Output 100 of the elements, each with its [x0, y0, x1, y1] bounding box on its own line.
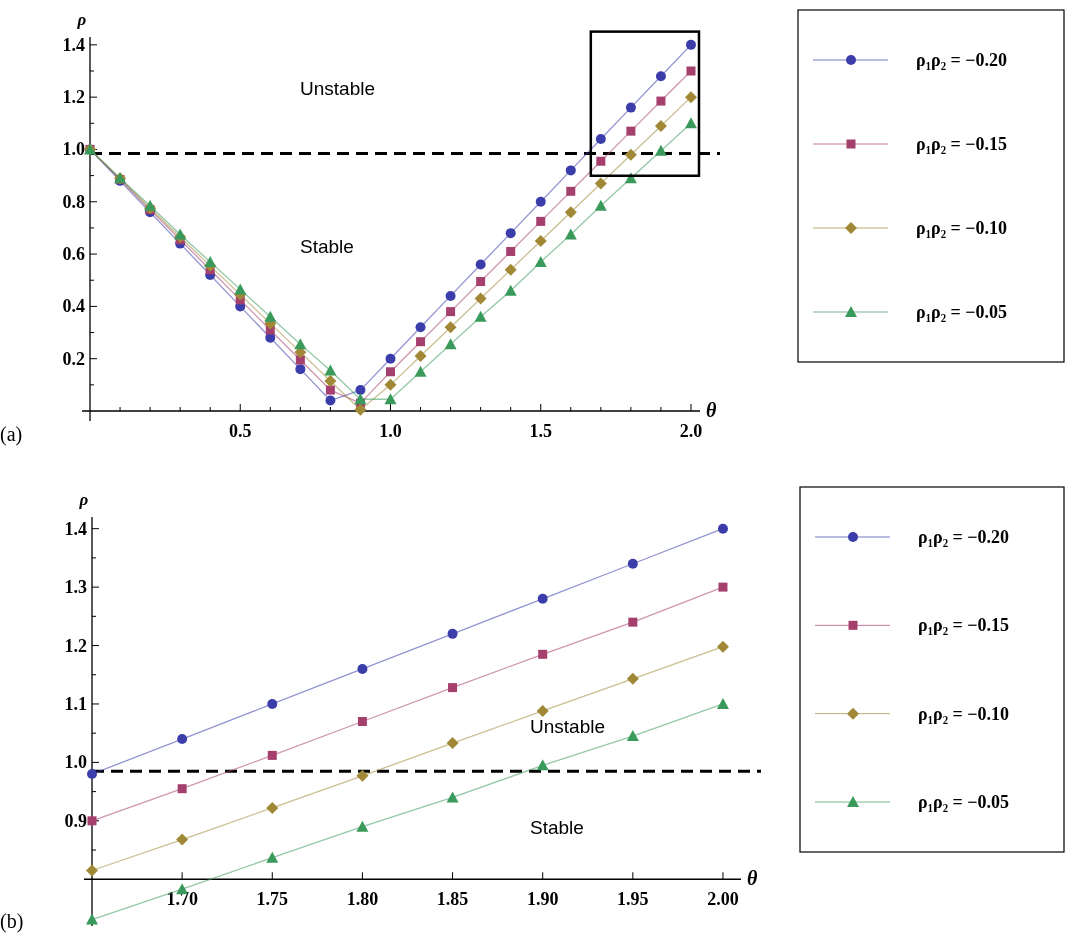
point [444, 321, 457, 334]
annotation: Stable [300, 236, 354, 257]
point [716, 640, 729, 653]
point [385, 367, 395, 377]
point [414, 350, 427, 363]
point [564, 228, 577, 240]
x-tick-label: 1.90 [526, 889, 559, 910]
point [534, 235, 547, 247]
y-tick-label: 0.6 [62, 244, 85, 265]
point [86, 864, 98, 877]
legend-label: ρ₁ρ₂ = −0.10 [916, 218, 1008, 238]
point [718, 582, 728, 592]
point [144, 199, 157, 211]
annotation: Unstable [530, 716, 605, 737]
legend-label: ρ₁ρ₂ = −0.10 [918, 703, 1010, 724]
point [626, 126, 636, 136]
point [717, 523, 728, 534]
point [266, 801, 279, 814]
point [446, 307, 456, 317]
point [356, 820, 369, 832]
y-tick-label: 0.8 [62, 191, 85, 212]
point [446, 737, 459, 750]
point [416, 337, 426, 347]
point [566, 186, 576, 196]
text: (a) [0, 423, 23, 446]
point [204, 255, 217, 267]
point [234, 283, 247, 295]
point [564, 206, 577, 219]
y-tick-label: 1.4 [64, 518, 87, 539]
point [267, 698, 278, 709]
point [357, 663, 368, 674]
point [655, 71, 666, 82]
point [444, 338, 457, 350]
point [267, 750, 277, 760]
x-tick-label: 1.85 [436, 889, 469, 910]
point [176, 833, 189, 846]
point [537, 593, 548, 604]
point [294, 338, 307, 350]
point [626, 730, 639, 742]
y-tick-label: 1.1 [64, 693, 87, 714]
point [474, 310, 487, 322]
legend-label: ρ₁ρ₂ = −0.15 [916, 134, 1008, 154]
point [716, 697, 729, 709]
point [628, 617, 638, 627]
point [475, 259, 486, 270]
point [654, 119, 667, 132]
point [354, 393, 367, 405]
point [414, 365, 427, 377]
point [596, 156, 606, 166]
y-axis-title: ρ [78, 490, 89, 509]
point [324, 364, 337, 376]
x-tick-label: 2.0 [679, 421, 703, 441]
y-tick-label: 0.4 [62, 296, 85, 317]
y-tick-label: 0.9 [64, 810, 87, 831]
point [594, 177, 607, 190]
y-axis-title: ρ [76, 10, 87, 29]
y-tick-label: 1.3 [64, 577, 87, 598]
point [445, 290, 456, 301]
point [538, 649, 548, 659]
point [504, 284, 517, 296]
x-tick-label: 1.75 [256, 889, 289, 910]
y-tick-label: 1.2 [64, 635, 87, 656]
annotation: Stable [530, 817, 584, 838]
point [325, 385, 335, 395]
point [295, 355, 305, 365]
point [684, 91, 697, 104]
point [476, 277, 486, 287]
point [594, 199, 607, 211]
y-tick-label: 1.0 [62, 139, 85, 160]
point [506, 246, 516, 256]
legend-label: ρ₁ρ₂ = −0.20 [918, 527, 1010, 547]
point [446, 791, 459, 803]
point [686, 66, 696, 76]
point [264, 310, 277, 322]
point [356, 769, 369, 782]
point [385, 353, 396, 364]
y-tick-label: 1.2 [62, 87, 85, 108]
point [295, 364, 306, 375]
x-tick-label: 2.00 [707, 889, 739, 910]
point [357, 717, 367, 726]
point [536, 704, 549, 717]
point [177, 734, 188, 745]
x-axis-title: θ [706, 399, 717, 421]
point [474, 292, 487, 305]
x-axis-title: θ [747, 867, 758, 890]
point [565, 165, 576, 176]
x-tick-label: 1.95 [617, 889, 649, 910]
text: (b) [0, 910, 24, 933]
point [534, 255, 547, 267]
point [384, 393, 397, 405]
point [266, 851, 279, 863]
legend-label: ρ₁ρ₂ = −0.20 [916, 50, 1008, 70]
point [86, 913, 98, 925]
point [384, 378, 397, 391]
legend-label: ρ₁ρ₂ = −0.05 [916, 302, 1008, 322]
point [624, 148, 637, 161]
point [685, 39, 696, 50]
y-tick-label: 0.2 [62, 348, 85, 369]
point [626, 672, 639, 685]
y-tick-label: 1.0 [64, 752, 87, 773]
